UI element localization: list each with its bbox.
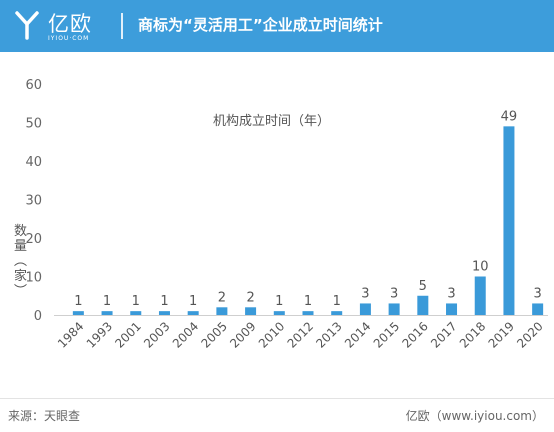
bar: [187, 311, 199, 315]
chart-title: 机构成立时间（年）: [213, 114, 331, 129]
x-tick-label: 2003: [141, 319, 172, 350]
logo-name: 亿欧: [48, 12, 92, 36]
site-credit: 亿欧（www.iyiou.com）: [405, 409, 544, 423]
footer-divider: [0, 398, 554, 399]
x-tick-label: 1984: [55, 319, 86, 350]
logo-subtitle: IYIOU·COM: [48, 35, 90, 42]
y-tick-label: 20: [25, 232, 42, 247]
y-tick-label: 40: [25, 155, 42, 170]
page-title: 商标为“灵活用工”企业成立时间统计: [138, 16, 383, 34]
bar: [130, 311, 142, 315]
bar: [388, 303, 400, 315]
x-tick-label: 2018: [457, 319, 488, 350]
bar: [532, 303, 544, 315]
bar: [158, 311, 170, 315]
bar: [101, 311, 113, 315]
data-label: 3: [361, 286, 369, 301]
y-tick-label: 60: [25, 78, 42, 93]
bar: [331, 311, 343, 315]
data-label: 1: [189, 294, 197, 309]
x-tick-label: 2001: [112, 319, 143, 350]
x-tick-label: 2019: [486, 319, 517, 350]
bar-chart: 0102030405060119841199312001120031200422…: [25, 78, 548, 351]
x-tick-label: 2017: [428, 319, 459, 350]
x-tick-label: 2013: [313, 319, 344, 350]
bar: [503, 126, 515, 315]
bar: [446, 303, 458, 315]
x-tick-label: 2020: [514, 319, 545, 350]
data-label: 1: [74, 294, 82, 309]
x-tick-label: 2004: [170, 319, 201, 350]
bar: [417, 295, 429, 315]
bar: [273, 311, 285, 315]
data-label: 49: [501, 109, 518, 124]
y-tick-label: 30: [25, 194, 42, 209]
y-axis-label: 数量 ︵ 家 ︶: [14, 224, 28, 299]
data-label: 2: [246, 290, 254, 305]
bar: [216, 307, 228, 315]
x-tick-label: 2016: [399, 319, 430, 350]
x-tick-label: 2005: [199, 319, 230, 350]
data-label: 1: [103, 294, 111, 309]
data-label: 3: [447, 286, 455, 301]
x-tick-label: 2012: [285, 319, 316, 350]
x-tick-label: 1993: [84, 319, 115, 350]
source-note: 来源：天眼查: [8, 409, 81, 423]
bar: [302, 311, 314, 315]
data-label: 1: [275, 294, 283, 309]
y-tick-label: 0: [34, 309, 42, 324]
data-label: 3: [534, 286, 542, 301]
data-label: 1: [132, 294, 140, 309]
bar: [359, 303, 371, 315]
data-label: 1: [160, 294, 168, 309]
y-tick-label: 10: [25, 271, 42, 286]
x-tick-label: 2009: [227, 319, 258, 350]
bar: [72, 311, 84, 315]
x-tick-label: 2010: [256, 319, 287, 350]
iyiou-logo-icon: [15, 11, 39, 40]
x-tick-label: 2015: [371, 319, 402, 350]
bar: [474, 276, 486, 315]
x-tick-label: 2014: [342, 319, 373, 350]
data-label: 3: [390, 286, 398, 301]
data-label: 1: [333, 294, 341, 309]
header-divider: [121, 13, 123, 39]
header-bar: 亿欧 IYIOU·COM 商标为“灵活用工”企业成立时间统计: [0, 0, 554, 52]
data-label: 1: [304, 294, 312, 309]
bar: [245, 307, 257, 315]
data-label: 5: [419, 279, 427, 294]
data-label: 10: [472, 260, 489, 275]
data-label: 2: [218, 290, 226, 305]
y-tick-label: 50: [25, 117, 42, 132]
